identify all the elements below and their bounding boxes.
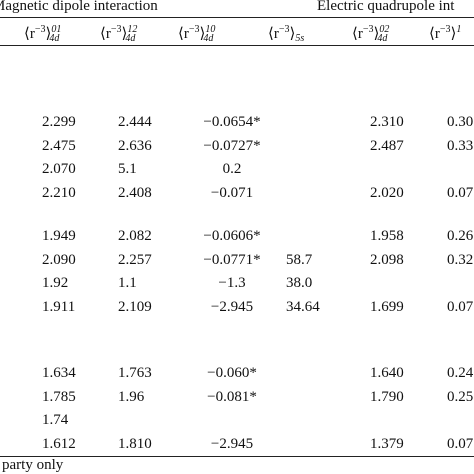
cell: −2.945 bbox=[210, 298, 254, 315]
cell: 0.26 bbox=[447, 228, 474, 244]
header-base: ⟨r bbox=[24, 26, 35, 42]
cell: 2.636 bbox=[118, 137, 152, 154]
header-base: ⟨r bbox=[178, 26, 189, 42]
cell: 2.098 bbox=[370, 251, 404, 268]
cell: 2.090 bbox=[42, 251, 76, 268]
header-sup: 1 bbox=[456, 24, 462, 35]
cell: 1.763 bbox=[118, 365, 152, 381]
header-cell: ⟨r−3⟩024d bbox=[352, 21, 390, 48]
cell: 0.2 bbox=[222, 161, 242, 177]
cell: 0.07 bbox=[447, 298, 474, 315]
cell: 1.699 bbox=[370, 298, 404, 315]
cell: 38.0 bbox=[286, 275, 313, 291]
cell: −0.0727* bbox=[203, 137, 261, 154]
cell: 1.92 bbox=[42, 275, 69, 291]
cell: 2.257 bbox=[118, 251, 152, 268]
header-exp: −3 bbox=[362, 24, 374, 35]
cell: −0.060* bbox=[207, 365, 257, 381]
cell: 0.33 bbox=[447, 137, 474, 154]
header-cell: ⟨r−3⟩104d bbox=[178, 21, 216, 48]
header-exp: −3 bbox=[188, 24, 200, 35]
header-sup: 01 bbox=[51, 24, 62, 35]
cell: 2.475 bbox=[42, 137, 76, 154]
rule bbox=[0, 17, 474, 18]
cell: 2.020 bbox=[370, 184, 404, 201]
cell: 2.299 bbox=[42, 114, 76, 130]
header-close: ⟩ bbox=[45, 26, 52, 42]
rule bbox=[0, 45, 474, 46]
cell: 2.109 bbox=[118, 298, 152, 315]
header-cell: ⟨r−3⟩124d bbox=[100, 21, 138, 48]
cell: 0.24 bbox=[447, 365, 474, 381]
cell: −1.3 bbox=[218, 275, 246, 291]
header-close: ⟩ bbox=[199, 26, 206, 42]
header-close: ⟩ bbox=[450, 26, 457, 42]
cell: 1.949 bbox=[42, 228, 76, 244]
cell: 1.634 bbox=[42, 365, 76, 381]
header-sub: 4d bbox=[377, 33, 388, 44]
header-sub: 4d bbox=[49, 33, 60, 44]
header-sub: 4d bbox=[203, 33, 214, 44]
header-close: ⟩ bbox=[373, 26, 380, 42]
header-base: ⟨r bbox=[429, 26, 440, 42]
header-cell: ⟨r−3⟩5s bbox=[268, 21, 304, 48]
cell: 1.1 bbox=[118, 275, 137, 291]
cell: 0.07 bbox=[447, 435, 474, 452]
cell: −0.0606* bbox=[203, 228, 261, 244]
header-sup: 12 bbox=[127, 24, 138, 35]
cell: 58.7 bbox=[286, 251, 313, 268]
header-cell: ⟨r−3⟩1 bbox=[429, 21, 461, 43]
header-base: ⟨r bbox=[352, 26, 363, 42]
spanner: Electric quadrupole int bbox=[317, 0, 455, 14]
header-sup: 10 bbox=[205, 24, 216, 35]
cell: −0.0771* bbox=[203, 251, 261, 268]
cell: 34.64 bbox=[286, 298, 320, 315]
cell: 2.444 bbox=[118, 114, 152, 130]
cell: 1.74 bbox=[42, 412, 69, 428]
cell: 2.408 bbox=[118, 184, 152, 201]
cell: 1.379 bbox=[370, 435, 404, 452]
cell: 2.310 bbox=[370, 114, 404, 130]
cell: 2.210 bbox=[42, 184, 76, 201]
header-close: ⟩ bbox=[121, 26, 128, 42]
header-sup: 02 bbox=[379, 24, 390, 35]
cell: −0.0654* bbox=[203, 114, 261, 130]
cell: 2.070 bbox=[42, 161, 76, 177]
cell: 1.785 bbox=[42, 388, 76, 405]
cell: −2.945 bbox=[210, 435, 254, 452]
cell: 1.911 bbox=[42, 298, 76, 315]
header-sub: 5s bbox=[295, 33, 305, 44]
cell: 0.32 bbox=[447, 251, 474, 268]
cell: 0.30 bbox=[447, 114, 474, 130]
cell: 5.1 bbox=[118, 161, 137, 177]
header-close: ⟩ bbox=[289, 26, 296, 42]
header-exp: −3 bbox=[110, 24, 122, 35]
cell: 2.487 bbox=[370, 137, 404, 154]
header-base: ⟨r bbox=[268, 26, 279, 42]
cell: 0.25 bbox=[447, 388, 474, 405]
cell: −0.081* bbox=[207, 388, 257, 405]
header-exp: −3 bbox=[34, 24, 46, 35]
header-base: ⟨r bbox=[100, 26, 111, 42]
cell: 0.07 bbox=[447, 184, 474, 201]
header-sub: 4d bbox=[125, 33, 136, 44]
spanner: Magnetic dipole interaction bbox=[0, 0, 158, 14]
cell: 1.958 bbox=[370, 228, 404, 244]
header-exp: −3 bbox=[278, 24, 290, 35]
header-exp: −3 bbox=[439, 24, 451, 35]
footnote: party only bbox=[2, 457, 64, 473]
cell: 1.810 bbox=[118, 435, 152, 452]
cell: 1.790 bbox=[370, 388, 404, 405]
cell: 1.96 bbox=[118, 388, 145, 405]
rule bbox=[0, 456, 474, 457]
cell: −0.071 bbox=[210, 184, 254, 201]
cell: 1.640 bbox=[370, 365, 404, 381]
cell: 2.082 bbox=[118, 228, 152, 244]
cell: 1.612 bbox=[42, 435, 76, 452]
header-cell: ⟨r−3⟩014d bbox=[24, 21, 62, 48]
